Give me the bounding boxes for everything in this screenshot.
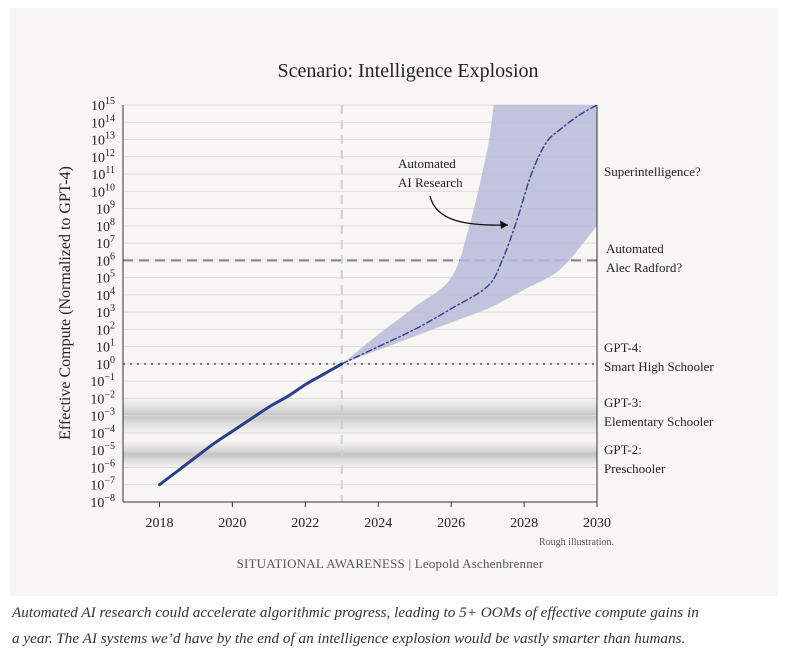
x-tick-label: 2026 [437,516,465,531]
x-tick-label: 2020 [218,516,246,531]
y-tick-label: 10−1 [90,372,115,390]
chart-panel [10,8,778,596]
y-tick-label: 103 [96,303,115,321]
y-tick-label: 107 [96,234,115,252]
annotation-gpt3-line-1: GPT-3: [604,395,642,410]
y-tick-label: 1010 [91,182,115,200]
caption-line-2: a year. The AI systems we’d have by the … [12,630,686,647]
y-tick-label: 105 [96,269,115,287]
y-tick-label: 10−2 [90,389,115,407]
figure-caption: Automated AI research could accelerate a… [12,600,788,652]
x-tick-label: 2030 [583,516,611,531]
y-tick-label: 101 [96,338,115,356]
uncertainty-band [341,105,597,364]
shaded-band-gpt-2 [123,441,597,468]
y-tick-label: 1011 [91,165,115,183]
chart: Scenario: Intelligence Explosion Effecti… [57,60,714,571]
annotation-superintelligence-line-1: Superintelligence? [604,164,701,179]
y-tick-label: 100 [96,355,115,373]
y-tick-label: 1014 [91,113,115,131]
annotation-gpt4-line-1: GPT-4: [604,340,642,355]
chart-title: Scenario: Intelligence Explosion [277,60,538,82]
x-tick-label: 2018 [145,516,173,531]
annotation-gpt4-line-2: Smart High Schooler [604,359,714,374]
y-tick-label: 10−4 [90,424,115,442]
annotation-gpt3-line-2: Elementary Schooler [604,414,714,429]
annotation-alec-line-1: Automated [606,241,664,256]
y-tick-label: 108 [96,217,115,235]
x-tick-label: 2028 [510,516,538,531]
y-tick-label: 1013 [91,131,115,149]
y-tick-label: 104 [96,286,115,304]
series-line-1 [341,105,597,365]
annotation-arrow [429,195,509,226]
y-tick-label: 10−3 [90,407,115,425]
y-tick-label: 109 [96,200,115,218]
y-tick-label: 10−8 [90,493,115,511]
x-tick-label: 2022 [291,516,319,531]
y-tick-label: 10−5 [90,441,115,459]
footer-credit: SITUATIONAL AWARENESS | Leopold Aschenbr… [237,556,544,571]
x-tick-label: 2024 [364,516,392,531]
annotation-arrowhead [500,220,508,229]
y-axis-label: Effective Compute (Normalized to GPT-4) [57,166,74,440]
y-tick-label: 102 [96,320,115,338]
annotation-gpt2-line-1: GPT-2: [604,442,642,457]
annotation-automated-ai-line-1: Automated [398,156,456,171]
y-tick-label: 106 [96,251,115,269]
y-tick-label: 1015 [91,96,115,114]
y-tick-label: 10−7 [90,476,115,494]
annotation-gpt2-line-2: Preschooler [604,461,666,476]
rough-illustration-note: Rough illustration. [539,537,614,548]
annotation-alec-line-2: Alec Radford? [606,260,682,275]
annotation-automated-ai-line-2: AI Research [398,175,463,190]
caption-line-1: Automated AI research could accelerate a… [12,604,699,621]
y-tick-label: 10−6 [90,458,115,476]
series-line-0 [158,362,344,487]
y-tick-label: 1012 [91,148,115,166]
